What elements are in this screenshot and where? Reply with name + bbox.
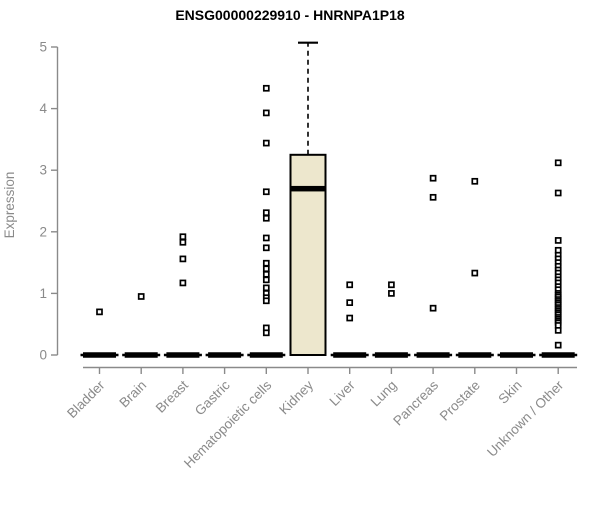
outlier-point-unknown-other xyxy=(554,237,562,244)
collapsed-box-median-liver xyxy=(333,352,367,358)
outlier-point-brain xyxy=(137,293,145,300)
collapsed-box-median-skin xyxy=(500,352,533,358)
outlier-point-pancreas xyxy=(429,304,437,312)
outlier-point-lung xyxy=(388,290,395,297)
y-axis-label: Expression xyxy=(2,172,17,239)
y-tick-label-5: 5 xyxy=(39,40,47,55)
outlier-point-pancreas xyxy=(429,174,437,182)
outlier-point-breast xyxy=(179,279,187,287)
outlier-point-hematopoietic-cells xyxy=(262,209,270,217)
outlier-point-hematopoietic-cells xyxy=(262,139,270,147)
outlier-point-hematopoietic-cells xyxy=(262,84,270,92)
outlier-point-liver xyxy=(346,299,354,306)
outlier-point-lung xyxy=(388,281,395,289)
collapsed-box-median-bladder xyxy=(83,352,116,358)
x-tick-label-brain: Brain xyxy=(116,378,149,411)
y-tick-label-0: 0 xyxy=(39,348,47,363)
outlier-point-unknown-other xyxy=(554,327,562,334)
outlier-point-breast xyxy=(179,238,187,246)
median-line-kidney xyxy=(290,185,326,192)
y-tick-label-3: 3 xyxy=(39,163,47,178)
outlier-point-hematopoietic-cells xyxy=(262,188,270,196)
collapsed-box-median-lung xyxy=(374,352,408,358)
x-tick-label-lung: Lung xyxy=(368,378,400,410)
outlier-point-hematopoietic-cells xyxy=(262,270,270,278)
x-tick-label-unknown-other: Unknown / Other xyxy=(484,377,567,460)
outlier-point-unknown-other xyxy=(554,341,562,349)
collapsed-box-median-prostate xyxy=(458,352,492,358)
outlier-point-hematopoietic-cells xyxy=(262,214,270,222)
collapsed-box-median-gastric xyxy=(208,352,242,358)
outlier-point-hematopoietic-cells xyxy=(262,284,270,292)
outlier-point-prostate xyxy=(471,269,479,277)
outlier-point-unknown-other xyxy=(554,159,562,167)
outlier-point-hematopoietic-cells xyxy=(262,297,270,305)
collapsed-box-median-hematopoietic-cells xyxy=(249,352,283,358)
outlier-point-breast xyxy=(179,233,187,241)
outlier-point-hematopoietic-cells xyxy=(262,265,270,273)
outlier-point-hematopoietic-cells xyxy=(262,276,270,284)
chart-title: ENSG00000229910 - HNRNPA1P18 xyxy=(175,7,405,23)
y-tick-label-2: 2 xyxy=(39,224,47,239)
outlier-point-unknown-other xyxy=(554,189,562,197)
x-tick-label-prostate: Prostate xyxy=(437,378,483,424)
collapsed-box-median-unknown-other xyxy=(541,352,575,358)
box-kidney xyxy=(289,153,327,356)
x-tick-label-skin: Skin xyxy=(495,378,524,407)
x-tick-label-pancreas: Pancreas xyxy=(390,377,441,428)
outlier-point-prostate xyxy=(471,177,479,185)
outlier-point-hematopoietic-cells xyxy=(262,109,270,117)
outlier-point-liver xyxy=(346,281,354,289)
outlier-point-hematopoietic-cells xyxy=(262,244,270,252)
y-tick-label-1: 1 xyxy=(39,286,47,301)
y-tick-label-4: 4 xyxy=(39,101,47,116)
outlier-point-hematopoietic-cells xyxy=(262,234,270,242)
x-tick-label-kidney: Kidney xyxy=(276,377,316,417)
collapsed-box-median-brain xyxy=(124,352,158,358)
x-tick-label-bladder: Bladder xyxy=(64,377,108,421)
outlier-point-pancreas xyxy=(429,193,437,201)
collapsed-box-median-breast xyxy=(166,352,200,358)
x-tick-label-breast: Breast xyxy=(153,377,191,415)
collapsed-box-median-pancreas xyxy=(416,352,450,358)
outlier-point-liver xyxy=(346,314,354,322)
outlier-point-breast xyxy=(179,255,187,263)
x-tick-label-gastric: Gastric xyxy=(192,377,233,418)
outlier-point-bladder xyxy=(96,308,103,316)
outlier-point-hematopoietic-cells xyxy=(262,259,270,267)
x-tick-label-liver: Liver xyxy=(327,377,359,409)
outlier-point-hematopoietic-cells xyxy=(262,329,270,337)
